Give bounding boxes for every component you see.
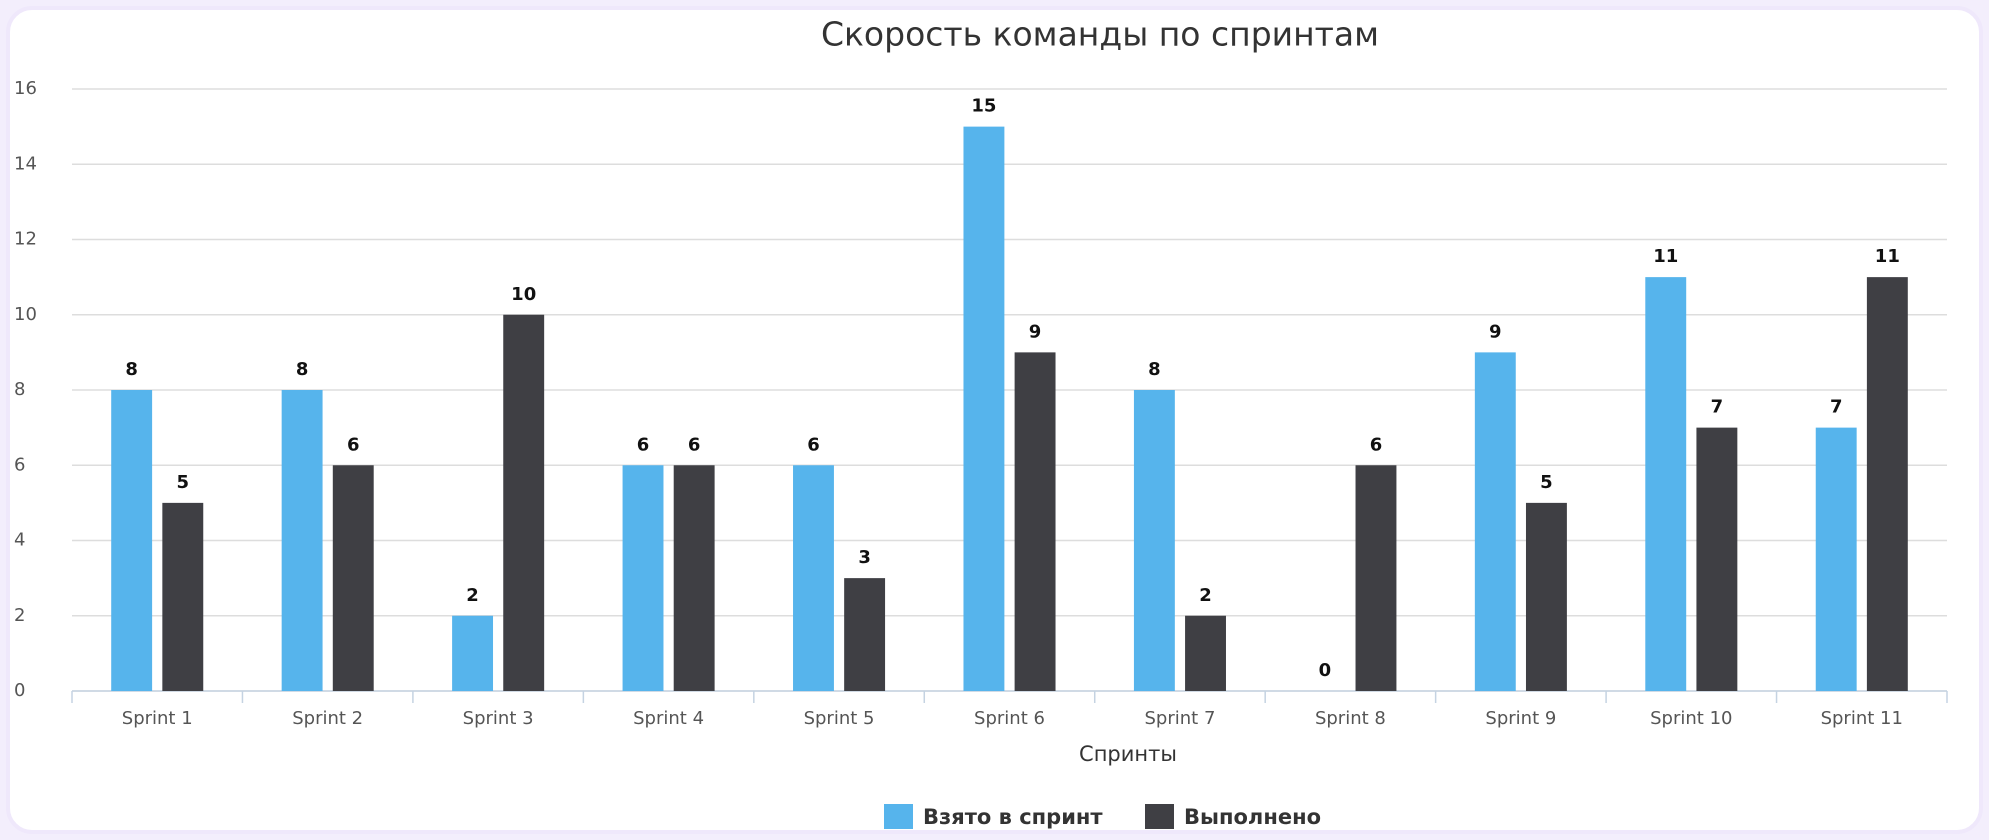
y-tick-label: 2 (14, 605, 25, 626)
data-label: 11 (1653, 246, 1678, 267)
legend-label: Взято в спринт (923, 805, 1103, 829)
bar (1133, 390, 1175, 691)
x-tick-label: Sprint 9 (1485, 708, 1556, 729)
legend-swatch (884, 804, 913, 829)
y-tick-label: 10 (14, 304, 37, 325)
bar (1696, 427, 1738, 691)
bar (111, 390, 153, 691)
x-tick-label: Sprint 7 (1145, 708, 1216, 729)
chart-title: Скорость команды по спринтам (821, 15, 1379, 54)
legend-swatch (1145, 804, 1174, 829)
bar (332, 465, 374, 691)
x-axis-label: Спринты (1079, 742, 1177, 766)
data-label: 7 (1830, 397, 1843, 418)
data-label: 8 (125, 359, 138, 380)
bar (1474, 352, 1516, 691)
data-label: 8 (1148, 359, 1161, 380)
data-label: 6 (637, 434, 650, 455)
legend-label: Выполнено (1184, 805, 1321, 829)
bar (793, 465, 834, 691)
x-tick-label: Sprint 6 (974, 708, 1045, 729)
y-tick-label: 14 (14, 153, 37, 174)
data-label: 6 (347, 434, 360, 455)
x-tick-label: Sprint 4 (633, 708, 704, 729)
y-tick-label: 12 (14, 229, 37, 250)
bar (673, 465, 715, 691)
data-label: 5 (177, 472, 190, 493)
x-tick-label: Sprint 1 (122, 708, 193, 729)
bar (1185, 615, 1226, 691)
bar (162, 502, 204, 691)
x-tick-label: Sprint 3 (463, 708, 534, 729)
bar (1355, 465, 1397, 691)
data-label: 9 (1489, 321, 1502, 342)
data-label: 2 (1199, 585, 1212, 606)
bar (1645, 277, 1687, 691)
x-tick-label: Sprint 8 (1315, 708, 1386, 729)
bar (963, 126, 1005, 691)
data-label: 11 (1875, 246, 1900, 267)
y-tick-label: 4 (14, 530, 25, 551)
data-label: 6 (1370, 434, 1383, 455)
y-tick-label: 0 (14, 680, 25, 701)
bar (503, 314, 545, 691)
x-tick-label: Sprint 11 (1821, 708, 1903, 729)
bar (1815, 427, 1857, 691)
bar (1014, 352, 1056, 691)
x-tick-label: Sprint 5 (804, 708, 875, 729)
bar (844, 578, 886, 691)
data-label: 9 (1029, 321, 1042, 342)
bar (622, 465, 664, 691)
data-label: 2 (466, 585, 479, 606)
bar (1866, 277, 1908, 691)
data-label: 7 (1711, 397, 1724, 418)
bar (281, 390, 323, 691)
data-label: 10 (511, 284, 536, 305)
x-tick-label: Sprint 2 (292, 708, 363, 729)
data-label: 6 (688, 434, 701, 455)
bar (1525, 502, 1567, 691)
bar (452, 615, 494, 691)
y-tick-label: 8 (14, 379, 25, 400)
y-tick-label: 6 (14, 454, 25, 475)
data-label: 5 (1540, 472, 1553, 493)
y-tick-label: 16 (14, 78, 37, 99)
data-label: 15 (971, 96, 996, 117)
data-label: 6 (807, 434, 820, 455)
data-label: 0 (1319, 660, 1332, 681)
x-tick-label: Sprint 10 (1650, 708, 1732, 729)
data-label: 3 (858, 547, 871, 568)
data-label: 8 (296, 359, 309, 380)
